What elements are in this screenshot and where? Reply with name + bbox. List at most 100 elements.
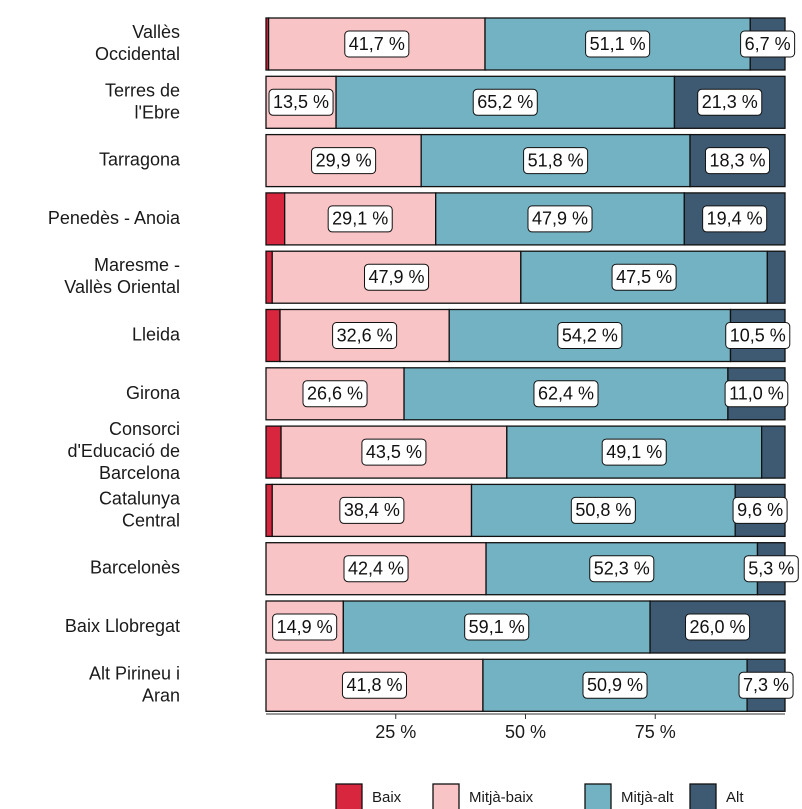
data-label-box bbox=[704, 147, 771, 175]
data-label-text: 29,1 % bbox=[332, 209, 388, 229]
data-label-text: 13,5 % bbox=[273, 92, 329, 112]
data-label-box bbox=[341, 671, 407, 699]
data-label-text: 52,3 % bbox=[594, 558, 650, 578]
data-label: 38,4 % bbox=[339, 496, 405, 524]
data-label-box bbox=[272, 613, 338, 641]
data-label: 47,5 % bbox=[611, 263, 677, 291]
data-label: 51,1 % bbox=[585, 30, 651, 58]
data-label: 19,4 % bbox=[702, 205, 768, 233]
y-tick-label: Girona bbox=[126, 383, 181, 403]
data-label-box bbox=[611, 263, 677, 291]
data-label-box bbox=[601, 438, 667, 466]
legend-key bbox=[689, 783, 717, 809]
legend-label: Alt bbox=[726, 789, 744, 806]
data-label-text: 19,4 % bbox=[707, 209, 763, 229]
data-label: 32,6 % bbox=[332, 322, 398, 349]
data-label: 43,5 % bbox=[361, 438, 427, 466]
bar-segment bbox=[265, 192, 286, 246]
data-label-box bbox=[361, 438, 427, 466]
data-label-box bbox=[302, 380, 368, 408]
y-tick-label: Penedès - Anoia bbox=[48, 208, 181, 228]
y-tick-label: Terres de l'Ebre bbox=[105, 80, 180, 122]
legend-label: Mitjà-alt bbox=[621, 789, 674, 806]
data-label-text: 51,8 % bbox=[528, 150, 584, 170]
legend-key bbox=[335, 783, 363, 809]
bar-segment bbox=[265, 250, 273, 304]
y-tick-label: Baix Llobregat bbox=[65, 616, 180, 636]
x-tick-label: 50 % bbox=[505, 722, 546, 742]
data-label-box bbox=[724, 380, 789, 408]
x-tick-label: 25 % bbox=[375, 722, 416, 742]
data-label: 18,3 % bbox=[704, 147, 771, 175]
data-label: 14,9 % bbox=[272, 613, 338, 641]
data-label-box bbox=[743, 555, 799, 583]
data-label-box bbox=[570, 496, 636, 524]
data-label: 47,9 % bbox=[364, 263, 430, 291]
data-label: 5,3 % bbox=[743, 555, 799, 583]
data-label-text: 47,5 % bbox=[616, 267, 672, 287]
data-label: 26,6 % bbox=[302, 380, 368, 408]
data-label-text: 6,7 % bbox=[745, 34, 791, 54]
y-tick-label: Alt Pirineu i Aran bbox=[89, 663, 180, 705]
y-tick-label: Consorci d'Educació de Barcelona bbox=[67, 419, 181, 483]
y-tick-label: Tarragona bbox=[99, 149, 181, 169]
data-label-text: 54,2 % bbox=[562, 325, 618, 345]
data-label-box bbox=[464, 613, 530, 641]
y-tick-label: Lleida bbox=[132, 324, 181, 344]
data-label-box bbox=[738, 671, 794, 699]
data-label-text: 32,6 % bbox=[337, 325, 393, 345]
data-label: 50,8 % bbox=[570, 496, 636, 524]
data-label: 11,0 % bbox=[724, 380, 789, 408]
data-label-box bbox=[702, 205, 768, 233]
data-label: 6,7 % bbox=[740, 30, 796, 58]
data-label-text: 38,4 % bbox=[344, 500, 400, 520]
data-label-text: 10,5 % bbox=[730, 325, 786, 345]
data-label: 65,2 % bbox=[472, 88, 538, 116]
data-label-text: 62,4 % bbox=[538, 384, 594, 404]
data-label-box bbox=[311, 147, 377, 175]
y-tick-label: Maresme -Vallès Oriental bbox=[64, 255, 180, 297]
data-label-text: 9,6 % bbox=[737, 500, 783, 520]
y-tick-label: Vallès Occidental bbox=[95, 22, 180, 64]
data-label-text: 18,3 % bbox=[709, 150, 765, 170]
bar-segment bbox=[265, 308, 281, 363]
data-label: 29,9 % bbox=[311, 147, 377, 175]
data-label-text: 7,3 % bbox=[743, 675, 789, 695]
data-label-box bbox=[732, 496, 788, 524]
data-label-text: 14,9 % bbox=[277, 617, 333, 637]
data-label-box bbox=[472, 88, 538, 116]
data-label-text: 59,1 % bbox=[469, 617, 525, 637]
bar-segment bbox=[766, 250, 786, 304]
y-tick-label: Barcelonès bbox=[90, 557, 180, 577]
data-label-box bbox=[268, 88, 334, 116]
data-label-text: 43,5 % bbox=[366, 442, 422, 462]
data-label-box bbox=[697, 88, 763, 116]
data-label: 41,8 % bbox=[341, 671, 407, 699]
data-label-box bbox=[343, 555, 409, 583]
data-label-text: 41,7 % bbox=[349, 34, 405, 54]
data-label-text: 29,9 % bbox=[316, 150, 372, 170]
data-label: 47,9 % bbox=[527, 205, 593, 233]
data-label-text: 49,1 % bbox=[606, 442, 662, 462]
data-label-box bbox=[364, 263, 430, 291]
x-tick-label: 75 % bbox=[635, 722, 676, 742]
data-label-text: 21,3 % bbox=[702, 92, 758, 112]
data-label-box bbox=[527, 205, 593, 233]
data-label-text: 42,4 % bbox=[348, 558, 404, 578]
legend-key bbox=[432, 783, 460, 809]
data-label-text: 65,2 % bbox=[477, 92, 533, 112]
data-label-box bbox=[523, 147, 589, 175]
data-label-box bbox=[533, 380, 599, 408]
data-label-text: 47,9 % bbox=[369, 267, 425, 287]
data-label-box bbox=[339, 496, 405, 524]
data-label-box bbox=[557, 322, 623, 349]
y-tick-label: Catalunya Central bbox=[99, 488, 181, 530]
legend-label: Baix bbox=[372, 789, 402, 806]
data-label-box bbox=[685, 613, 751, 641]
data-label-text: 47,9 % bbox=[532, 209, 588, 229]
bar-segment bbox=[265, 483, 273, 538]
data-label: 54,2 % bbox=[557, 322, 623, 349]
bar-segment bbox=[265, 425, 282, 479]
data-label-text: 11,0 % bbox=[729, 384, 784, 404]
